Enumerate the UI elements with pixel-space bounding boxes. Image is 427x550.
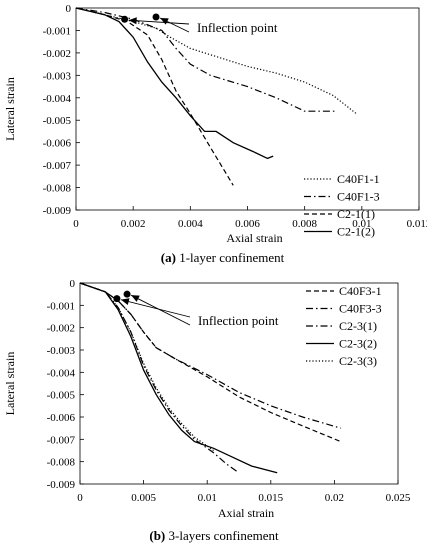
y-tick-label: -0.007 [47,434,76,446]
annotation-arrow-head [120,298,130,305]
y-tick-label: -0.008 [47,457,76,469]
annotation-arrow-line [120,299,191,318]
x-tick-label: 0.004 [178,218,203,230]
legend-label: C2-3(3) [339,354,377,368]
y-tick-label: 0 [70,278,76,290]
series-line-C40F1-1 [75,7,357,114]
y-tick-label: -0.003 [43,70,72,82]
y-tick-label: -0.009 [47,479,76,491]
y-tick-label: -0.005 [47,390,76,402]
plot-frame [79,282,399,485]
caption-text: 3-layers confinement [165,528,279,543]
y-tick-label: -0.008 [43,183,72,195]
x-tick-label: 0.01 [352,218,371,230]
legend-label: C2-3(1) [339,319,377,333]
inflection-point-marker [123,290,131,298]
caption-label: (a) [161,250,176,265]
legend-label: C40F1-1 [337,172,380,186]
legend-label: C2-3(2) [339,337,377,351]
y-tick-label: -0.006 [43,138,72,150]
x-tick-label: 0.015 [258,492,283,504]
x-axis-label: Axial strain [226,231,282,245]
annotation-text: Inflection point [197,20,278,35]
chart-b: 0 -0.001 -0.002 -0.003 -0.004 -0.005 -0.006 -0.… [3,278,411,543]
series-line-C2-1(1) [75,7,234,186]
x-tick-label: 0.02 [325,492,344,504]
x-tick-label: 0.008 [292,218,317,230]
series-line-C40F3-1 [79,282,342,443]
inflection-point-marker [121,15,129,23]
y-tick-label: 0 [66,3,72,15]
annotation-arrow-head [131,295,140,302]
y-tick-label: -0.006 [47,412,76,424]
x-tick-label: 0 [77,492,83,504]
x-tick-label: 0.01 [198,492,217,504]
caption-label: (b) [149,528,165,543]
y-tick-label: -0.002 [43,48,71,60]
y-axis-label: Lateral strain [3,77,17,141]
legend-label: C40F3-3 [339,302,382,316]
caption-text: 1-layer confinement [176,250,285,265]
annotation-arrow-line [130,294,191,326]
y-tick-label: -0.005 [43,115,72,127]
series-line-C2-1(2) [75,7,274,160]
figure-caption: (b) 3-layers confinement [149,528,279,543]
series-line-C2-3(2) [79,282,278,474]
y-tick-label: -0.002 [47,323,75,335]
legend: C40F3-1 C40F3-3 C2-3(1) C2-3(2) C2-3(3) [306,284,382,368]
x-tick-label: 0.005 [131,492,156,504]
x-tick-label: 0.006 [235,218,260,230]
x-tick-label: 0.012 [407,218,427,230]
figure-caption: (a) 1-layer confinement [161,250,285,265]
y-tick-label: -0.009 [43,205,72,217]
legend-label: C2-1(1) [337,207,375,221]
inflection-point-marker [152,13,160,21]
x-tick-label: 0.002 [121,218,146,230]
annotation-arrow-head [160,17,169,25]
legend-label: C2-1(2) [337,225,375,239]
legend-label: C40F1-3 [337,190,380,204]
y-tick-label: -0.001 [47,300,75,312]
y-tick-label: -0.001 [43,25,71,37]
inflection-point-marker [113,295,121,303]
series-line-C2-3(3) [79,282,214,451]
legend: C40F1-1 C40F1-3 C2-1(1) C2-1(2) [304,172,380,239]
y-tick-label: -0.003 [47,345,76,357]
x-tick-label: 0.025 [386,492,411,504]
y-tick-label: -0.004 [47,367,76,379]
chart-a: 0 -0.001 -0.002 -0.003 -0.004 -0.005 -0.006 -0.… [3,3,427,265]
annotation-arrow-head [128,17,137,25]
annotation-text: Inflection point [198,313,279,328]
series-line-C40F3-3 [79,282,341,429]
legend-label: C40F3-1 [339,284,382,298]
x-tick-label: 0 [73,218,79,230]
y-axis-label: Lateral strain [3,352,17,416]
y-tick-label: -0.007 [43,160,72,172]
x-axis-label: Axial strain [218,506,274,520]
series-line-C2-3(1) [79,282,240,474]
y-tick-label: -0.004 [43,93,72,105]
annotation-arrow-line [128,19,190,25]
